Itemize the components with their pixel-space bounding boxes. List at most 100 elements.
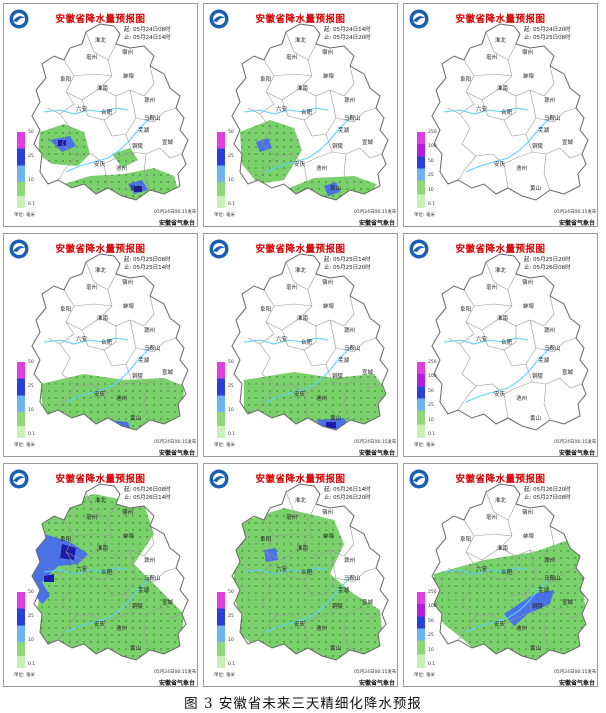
legend-tick-label: 10 (428, 417, 434, 423)
rain-area-heavy (44, 574, 54, 582)
agency-name: 安徽省气象台 (559, 450, 596, 457)
forecast-panel: 安徽省降水量预报图 起: 05月24日20时 止: 05月25日08时 淮北 宿州 亳州阜… (403, 3, 598, 227)
city-label: 芜湖 (538, 128, 550, 134)
city-label: 池州 (516, 396, 528, 402)
city-label: 芜湖 (138, 128, 150, 134)
city-label: 铜陵 (532, 374, 544, 380)
city-label: 淮北 (95, 498, 107, 504)
rain-stipple (432, 538, 588, 660)
city-label: 滁州 (344, 558, 356, 564)
unit-label: 单位: 毫米 (214, 443, 235, 448)
legend-tick-label: 50 (228, 130, 234, 135)
river (443, 107, 553, 173)
city-label: 铜陵 (132, 604, 144, 610)
city-label: 安庆 (294, 162, 306, 168)
city-label: 亳州 (86, 55, 98, 61)
city-label: 黄山 (330, 186, 342, 192)
city-label: 阜阳 (260, 537, 272, 543)
legend-tick-label: 50 (428, 618, 434, 624)
city-label: 马鞍山 (544, 576, 561, 582)
meteorological-logo-icon (209, 9, 229, 29)
city-label: 宿州 (122, 50, 134, 56)
legend-tick-label: 25 (28, 154, 34, 159)
province-border (231, 23, 389, 201)
province-border (31, 253, 189, 431)
city-label: 宿州 (322, 280, 334, 286)
city-label: 芜湖 (338, 128, 350, 134)
forecast-panel: 安徽省降水量预报图 起: 05月24日14时 止: 05月24日20时 淮北 宿州 亳州阜… (203, 3, 398, 227)
city-label: 淮南 (497, 546, 509, 552)
rain-stipple (432, 256, 470, 288)
meteorological-logo-icon (9, 469, 29, 489)
city-label: 阜阳 (60, 537, 72, 543)
city-label: 六安 (276, 337, 288, 343)
start-time: 起: 05月26日20时 (524, 487, 571, 493)
city-label: 铜陵 (532, 144, 544, 150)
province-map (431, 483, 589, 661)
legend-tick-label: 10 (28, 178, 34, 183)
city-label: 马鞍山 (544, 346, 561, 352)
start-time: 起: 05月24日14时 (324, 27, 371, 33)
city-label: 马鞍山 (344, 116, 361, 122)
province-border (431, 253, 589, 431)
end-time: 止: 05月24日14时 (124, 35, 171, 41)
valid-time-range: 起: 05月26日14时 止: 05月26日20时 (324, 486, 371, 502)
city-label: 铜陵 (532, 604, 544, 610)
city-label: 蚌埠 (323, 534, 335, 540)
province-border (31, 23, 189, 201)
city-label: 滁州 (544, 328, 556, 334)
legend-tick-label: 10 (428, 647, 434, 653)
city-label: 合肥 (101, 340, 113, 346)
legend-tick-label: 100 (428, 144, 437, 150)
agency-name: 安徽省气象台 (559, 220, 596, 227)
issued-time: 05月24日06:15发布 (354, 670, 397, 675)
city-label: 芜湖 (338, 588, 350, 594)
city-label: 亳州 (486, 55, 498, 61)
end-time: 止: 05月25日14时 (124, 265, 171, 271)
legend-tick-label: 0.1 (428, 662, 436, 667)
city-label: 黄山 (130, 416, 142, 422)
rain-area-heavy (134, 186, 142, 192)
rainfall-legend (417, 132, 425, 208)
province-border (231, 483, 389, 661)
city-label: 淮南 (97, 546, 109, 552)
city-label: 宿州 (322, 510, 334, 516)
unit-label: 单位: 毫米 (14, 673, 35, 678)
province-map (31, 483, 189, 661)
forecast-panel: 安徽省降水量预报图 起: 05月25日08时 止: 05月25日14时 淮北 宿州 亳州阜… (3, 233, 198, 457)
city-label: 蚌埠 (123, 534, 135, 540)
start-time: 起: 05月25日14时 (324, 257, 371, 263)
river (243, 567, 353, 633)
valid-time-range: 起: 05月25日14时 止: 05月25日20时 (324, 256, 371, 272)
figure-caption: 图 3 安徽省未来三天精细化降水预报 (184, 696, 422, 712)
agency-name: 安徽省气象台 (359, 450, 396, 457)
unit-label: 单位: 毫米 (214, 673, 235, 678)
province-map (231, 483, 389, 661)
city-label: 安庆 (94, 392, 106, 398)
legend-tick-label: 25 (228, 384, 234, 389)
city-label: 淮北 (295, 498, 307, 504)
issued-time: 05月24日06:15发布 (354, 210, 397, 215)
unit-label: 单位: 毫米 (414, 673, 435, 678)
valid-time-range: 起: 05月26日20时 止: 05月27日08时 (524, 486, 571, 502)
legend-tick-label: 25 (28, 384, 34, 389)
city-label: 合肥 (501, 110, 513, 116)
city-label: 黄山 (530, 186, 542, 192)
meteorological-logo-icon (9, 239, 29, 259)
city-label: 安庆 (494, 622, 506, 628)
legend-tick-label: 0.1 (428, 432, 436, 437)
city-label: 马鞍山 (344, 576, 361, 582)
city-label: 宣城 (562, 600, 574, 606)
end-time: 止: 05月26日20时 (324, 495, 371, 501)
city-label: 淮北 (495, 38, 507, 44)
rain-area-heavy (58, 140, 66, 146)
city-label: 淮北 (495, 498, 507, 504)
legend-tick-label: 100 (428, 604, 437, 610)
city-label: 池州 (516, 626, 528, 632)
river (43, 107, 153, 173)
city-label: 合肥 (101, 570, 113, 576)
province-border (31, 483, 189, 661)
city-label: 亳州 (286, 55, 298, 61)
legend-tick-label: 0.1 (28, 662, 36, 667)
city-label: 安庆 (94, 622, 106, 628)
